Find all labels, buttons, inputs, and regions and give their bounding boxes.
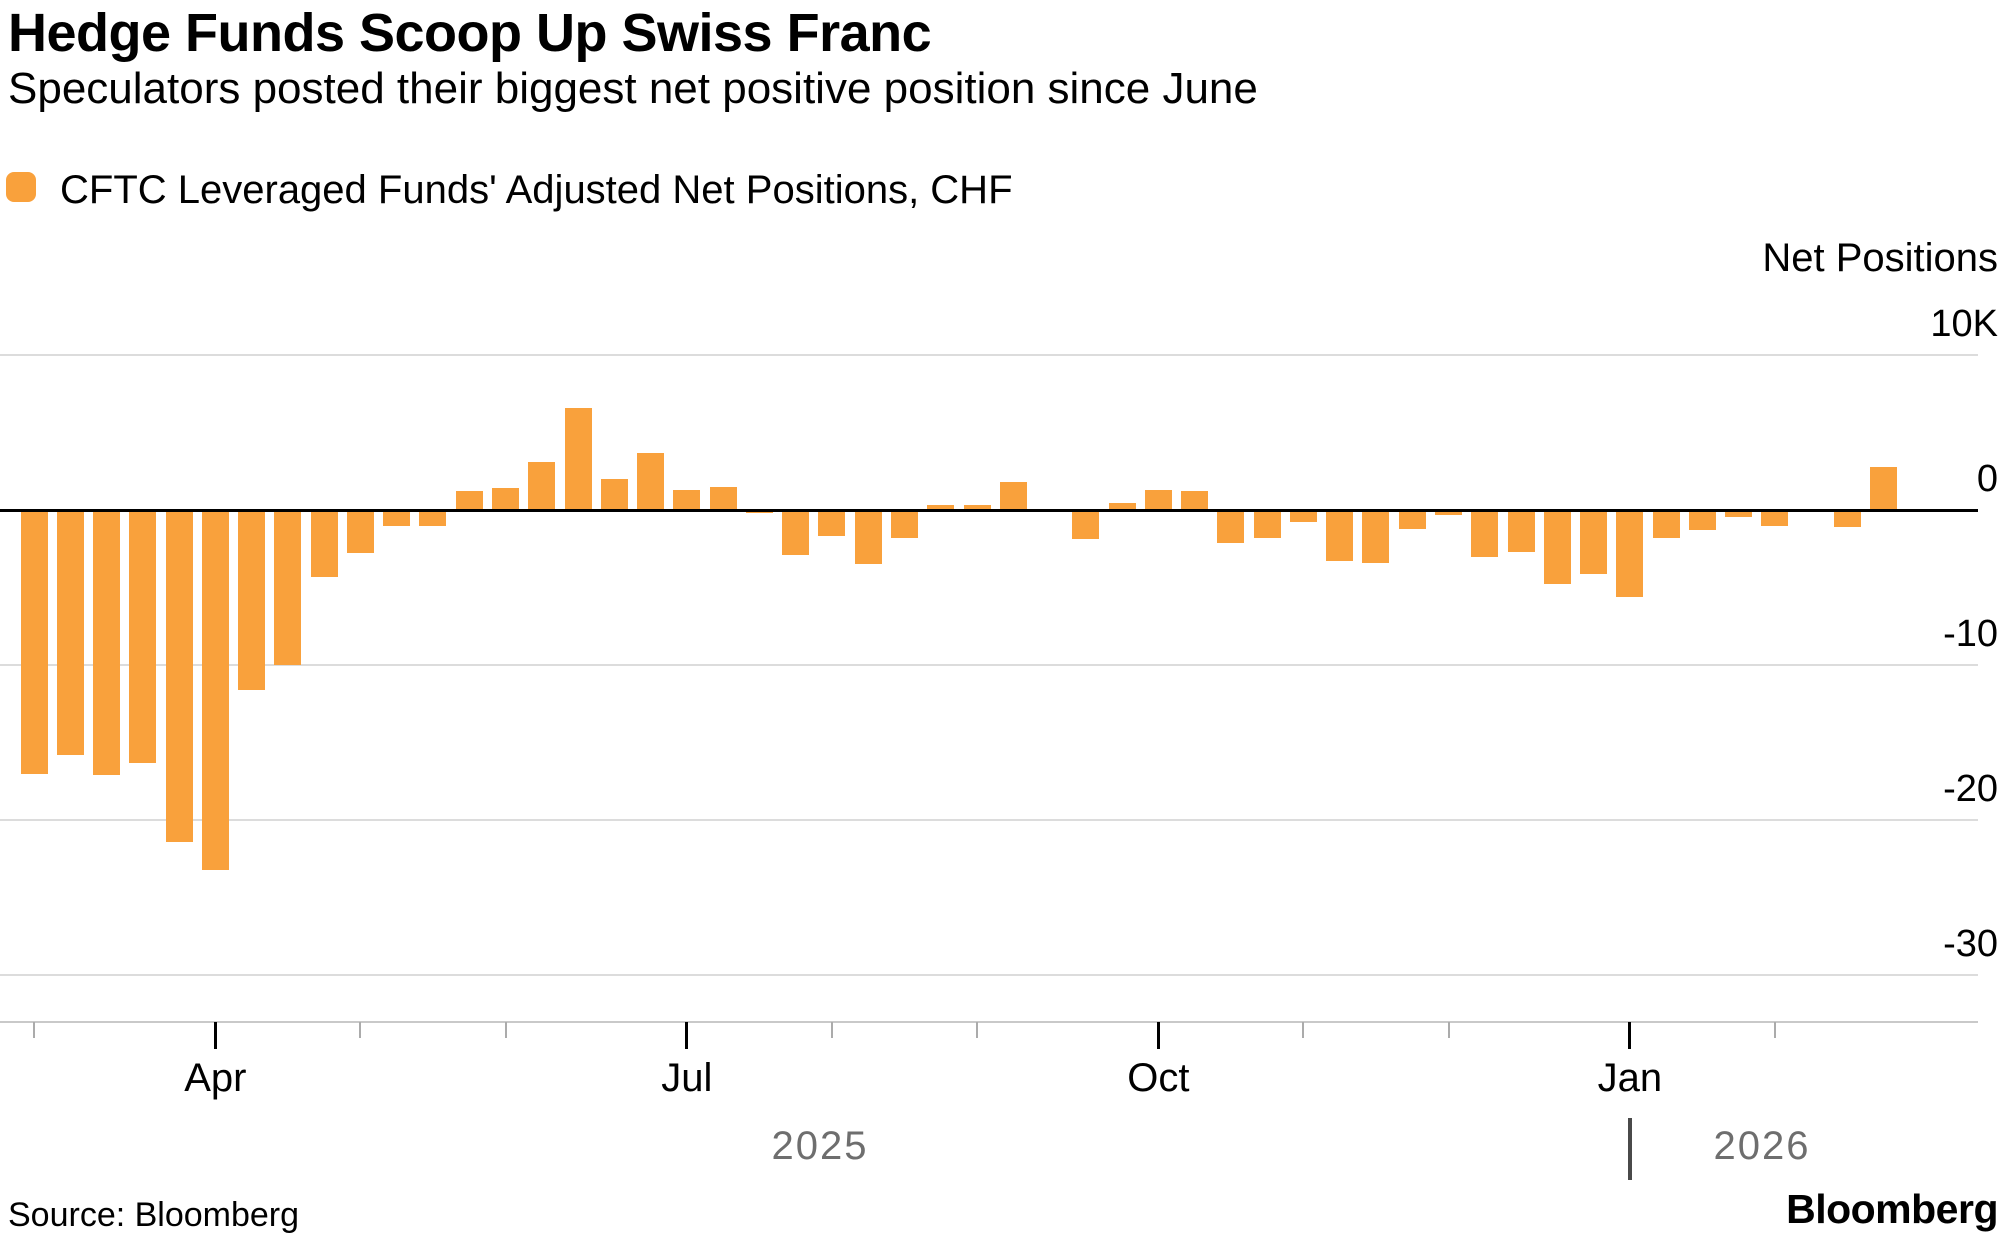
x-axis-tick: [1628, 1022, 1632, 1049]
bar: [1870, 466, 1898, 510]
bar: [419, 510, 447, 526]
legend-swatch-icon: [6, 172, 36, 202]
bar: [274, 510, 302, 665]
bar: [1362, 510, 1390, 563]
bar: [600, 479, 628, 510]
x-axis-tick: [685, 1022, 689, 1049]
x-axis-tick: [359, 1022, 362, 1038]
bar: [56, 510, 84, 755]
bar: [1435, 510, 1463, 515]
y-axis-tick-label: 10K: [1930, 303, 1998, 345]
bar: [1471, 510, 1499, 557]
bloomberg-logo: Bloomberg: [1786, 1186, 1998, 1232]
y-axis-tick-label: -30: [1943, 923, 1998, 965]
gridline: [0, 974, 1978, 976]
x-axis-tick: [33, 1022, 35, 1038]
bar: [745, 510, 773, 514]
bar: [1181, 491, 1209, 510]
bar: [346, 510, 374, 554]
x-axis-tick: [213, 1022, 217, 1049]
gridline: [0, 664, 1978, 666]
x-axis-tick: [1302, 1022, 1305, 1038]
bar: [1725, 510, 1753, 517]
x-axis-tick: [976, 1022, 979, 1038]
x-axis-tick: [830, 1022, 833, 1038]
bar: [1834, 510, 1861, 528]
bar: [673, 489, 701, 510]
bar: [927, 504, 955, 510]
x-axis-tick: [1773, 1022, 1776, 1038]
y-axis-tick-label: 0: [1976, 458, 1998, 500]
bar: [201, 510, 229, 870]
bar: [1253, 510, 1281, 538]
gridline: [0, 819, 1978, 821]
bar: [1144, 489, 1172, 510]
x-axis-tick: [1447, 1022, 1450, 1038]
bar: [782, 510, 810, 555]
bar: [1398, 510, 1426, 529]
bar: [1543, 510, 1571, 585]
y-axis-title: Net Positions: [1762, 236, 1998, 280]
bar: [963, 504, 991, 510]
x-axis-month-label: Apr: [184, 1056, 247, 1100]
bar: [383, 510, 411, 526]
x-axis-line: [0, 1021, 1978, 1023]
x-axis-month-label: Oct: [1127, 1056, 1190, 1100]
x-axis-month-label: Jul: [661, 1056, 713, 1100]
x-axis-year-label: 2026: [1713, 1124, 1811, 1168]
y-axis-tick-label: -10: [1943, 613, 1998, 655]
bar: [238, 510, 266, 690]
bar: [709, 486, 737, 510]
bar: [1688, 510, 1716, 531]
bar: [20, 510, 48, 774]
source-note: Source: Bloomberg: [8, 1196, 300, 1234]
bar: [890, 510, 918, 538]
bar: [1616, 510, 1644, 597]
bar: [1072, 510, 1100, 540]
bar: [854, 510, 882, 565]
x-axis-tick: [504, 1022, 507, 1038]
bar: [1580, 510, 1608, 574]
bar: [1217, 510, 1245, 543]
bar: [1289, 510, 1317, 523]
bar: [129, 510, 157, 763]
bar: [492, 488, 519, 510]
bar: [1761, 510, 1789, 526]
page-subtitle: Speculators posted their biggest net pos…: [8, 64, 1258, 113]
bar: [165, 510, 193, 842]
y-axis-tick-label: -20: [1943, 768, 1998, 810]
bar: [1507, 510, 1535, 552]
gridline: [0, 354, 1978, 356]
zero-line: [0, 508, 1978, 512]
bar: [564, 407, 592, 510]
x-axis-month-label: Jan: [1597, 1056, 1663, 1100]
x-axis-tick: [1156, 1022, 1160, 1049]
bar: [1108, 503, 1136, 510]
bar: [93, 510, 121, 776]
bar: [310, 510, 338, 577]
x-axis-year-label: 2025: [771, 1124, 869, 1168]
bar: [999, 482, 1027, 510]
bar: [455, 491, 483, 510]
bar: [1326, 510, 1354, 562]
bar: [818, 510, 846, 537]
year-separator: [1628, 1118, 1632, 1180]
bar: [1652, 510, 1680, 538]
legend-label: CFTC Leveraged Funds' Adjusted Net Posit…: [60, 168, 1013, 212]
page-title: Hedge Funds Scoop Up Swiss Franc: [8, 3, 932, 63]
bar: [528, 461, 556, 510]
bar: [637, 452, 665, 510]
